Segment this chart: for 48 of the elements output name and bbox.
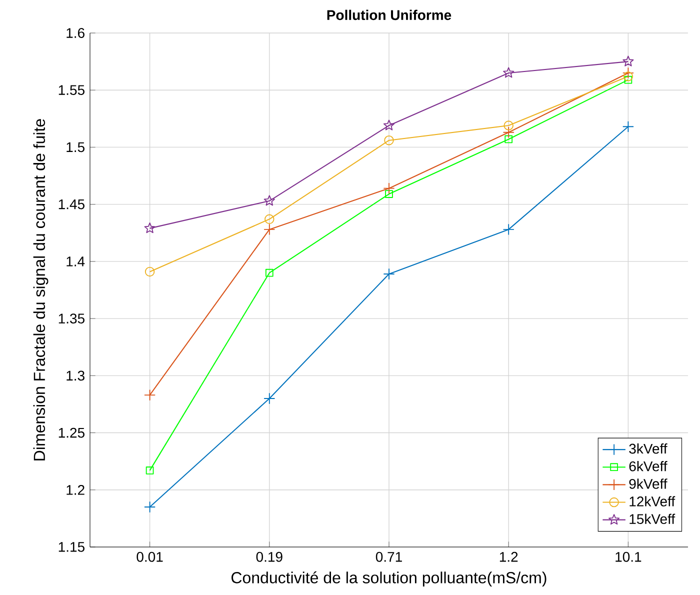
point [624, 76, 632, 84]
point [144, 222, 156, 234]
legend-label: 12kVeff [630, 496, 676, 506]
legend-label: 6kVeff [629, 460, 668, 472]
point [623, 72, 634, 82]
point [144, 501, 156, 513]
point [264, 214, 274, 224]
x-tick-label: 0.71 [376, 552, 402, 562]
point [144, 266, 155, 277]
point [622, 120, 634, 132]
y-tick-label: 1.3 [66, 370, 84, 381]
y-axis-title: Dimension Fractale du signal du courant de fuite [33, 119, 48, 460]
point [384, 135, 394, 146]
legend-label: 15kVeff [630, 514, 676, 524]
legend-label: 3kVeff [629, 443, 668, 454]
point [144, 389, 156, 401]
point [383, 120, 395, 130]
point [622, 67, 634, 79]
point [264, 392, 276, 404]
point [502, 224, 514, 236]
point [264, 224, 276, 236]
point [265, 268, 274, 277]
point [146, 466, 154, 474]
x-tick-label: 10.1 [616, 552, 642, 562]
y-tick-label: 1.35 [58, 314, 84, 324]
x-tick-label: 1.2 [500, 552, 518, 562]
y-tick-label: 1.15 [58, 542, 84, 552]
x-tick-label: 0.01 [136, 552, 163, 562]
point [385, 190, 393, 198]
legend-label: 9kVeff [629, 478, 668, 489]
y-tick-label: 1.25 [58, 428, 84, 438]
y-tick-label: 1.5 [66, 142, 84, 152]
point [502, 126, 514, 138]
point [622, 56, 634, 66]
point [503, 67, 514, 78]
y-tick-label: 1.45 [58, 199, 84, 210]
y-tick-label: 1.55 [58, 85, 84, 95]
x-tick-label: 0.19 [256, 552, 282, 562]
point [383, 268, 395, 280]
x-axis-title: Conductivité de la solution polluante(mS/cm) [232, 571, 546, 587]
chart-title: Pollution Uniforme [327, 10, 452, 20]
point [383, 182, 395, 194]
point [504, 120, 514, 130]
y-tick-label: 1.4 [66, 256, 85, 266]
point [264, 195, 275, 206]
y-tick-label: 1.6 [66, 28, 84, 38]
point [504, 135, 513, 144]
y-tick-label: 1.2 [66, 484, 84, 495]
